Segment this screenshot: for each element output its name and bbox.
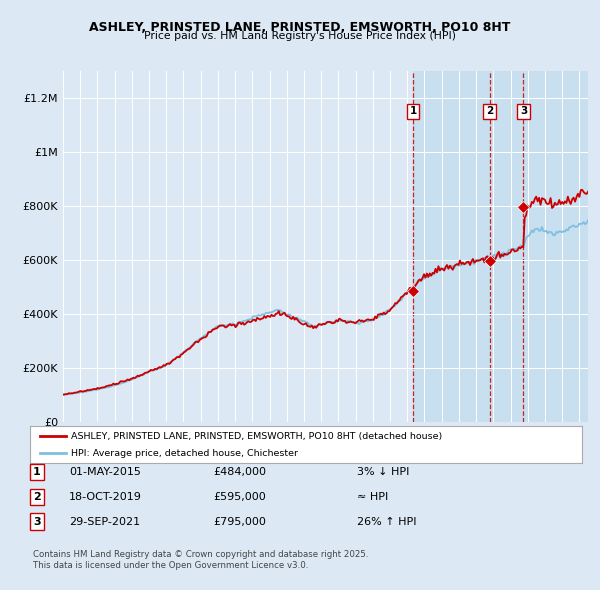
Text: ≈ HPI: ≈ HPI	[357, 492, 388, 502]
Text: This data is licensed under the Open Government Licence v3.0.: This data is licensed under the Open Gov…	[33, 560, 308, 569]
Text: 2: 2	[33, 492, 41, 502]
Text: HPI: Average price, detached house, Chichester: HPI: Average price, detached house, Chic…	[71, 448, 298, 458]
Text: 01-MAY-2015: 01-MAY-2015	[69, 467, 141, 477]
Text: 1: 1	[409, 106, 416, 116]
Text: 29-SEP-2021: 29-SEP-2021	[69, 517, 140, 526]
Text: £795,000: £795,000	[213, 517, 266, 526]
Text: 2: 2	[486, 106, 493, 116]
Text: 18-OCT-2019: 18-OCT-2019	[69, 492, 142, 502]
Text: 3: 3	[33, 517, 41, 526]
Text: £595,000: £595,000	[213, 492, 266, 502]
Text: Contains HM Land Registry data © Crown copyright and database right 2025.: Contains HM Land Registry data © Crown c…	[33, 550, 368, 559]
Text: £484,000: £484,000	[213, 467, 266, 477]
Text: ASHLEY, PRINSTED LANE, PRINSTED, EMSWORTH, PO10 8HT: ASHLEY, PRINSTED LANE, PRINSTED, EMSWORT…	[89, 21, 511, 34]
Text: 26% ↑ HPI: 26% ↑ HPI	[357, 517, 416, 526]
Text: 3% ↓ HPI: 3% ↓ HPI	[357, 467, 409, 477]
Text: 1: 1	[33, 467, 41, 477]
Bar	[413, 71, 588, 422]
Text: Price paid vs. HM Land Registry's House Price Index (HPI): Price paid vs. HM Land Registry's House …	[144, 31, 456, 41]
Text: ASHLEY, PRINSTED LANE, PRINSTED, EMSWORTH, PO10 8HT (detached house): ASHLEY, PRINSTED LANE, PRINSTED, EMSWORT…	[71, 431, 443, 441]
Text: 3: 3	[520, 106, 527, 116]
